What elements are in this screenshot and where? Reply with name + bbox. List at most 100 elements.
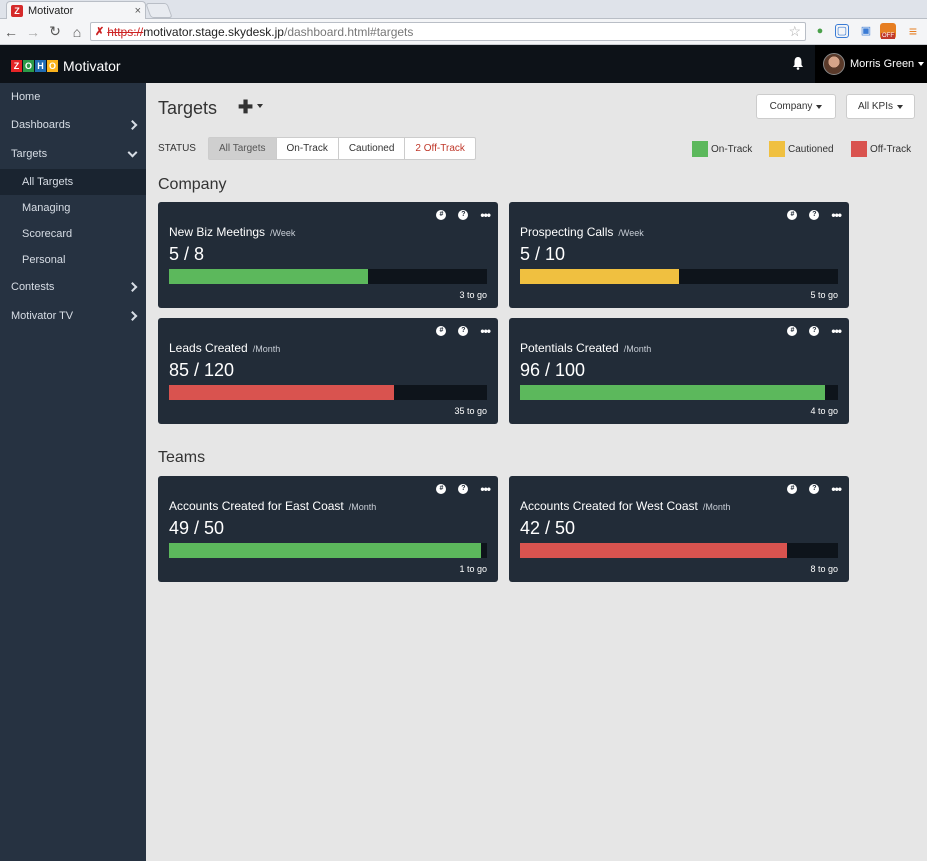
more-options-icon[interactable]: •••	[831, 482, 842, 496]
section-title-company: Company	[158, 176, 227, 193]
sidebar-item-home[interactable]: Home	[0, 83, 146, 111]
zoho-logo-icon: Z O H O	[11, 60, 59, 72]
more-options-icon[interactable]: •••	[831, 208, 842, 222]
company-dropdown-label: Company	[769, 101, 813, 112]
home-icon[interactable]: ⌂	[72, 23, 82, 40]
card-actions: # ? •••	[424, 482, 491, 496]
help-icon[interactable]: ?	[809, 484, 820, 494]
target-card[interactable]: # ? ••• Accounts Created for East Coast /…	[158, 476, 498, 582]
progress-bar-fill	[520, 385, 826, 400]
sidebar-item-label: Targets	[11, 148, 48, 160]
bookmark-star-icon[interactable]: ☆	[788, 23, 801, 39]
progress-bar	[520, 543, 838, 558]
chevron-down-icon	[816, 104, 823, 109]
card-title: Accounts Created for West Coast/Month	[520, 499, 730, 513]
chevron-right-icon	[127, 311, 138, 321]
adblock-extension-icon[interactable]: OFF	[880, 23, 896, 39]
company-dropdown[interactable]: Company	[756, 94, 836, 119]
hash-icon[interactable]: #	[436, 210, 447, 220]
more-options-icon[interactable]: •••	[831, 324, 842, 338]
target-card[interactable]: # ? ••• Potentials Created/Month 96 / 10…	[509, 318, 849, 424]
sidebar-item-contests[interactable]: Contests	[0, 273, 146, 301]
card-value: 49 / 50	[169, 518, 225, 538]
more-options-icon[interactable]: •••	[480, 482, 491, 496]
sidebar-item-managing[interactable]: Managing	[0, 195, 146, 221]
cast-extension-icon[interactable]: ▣	[860, 25, 872, 37]
sidebar-item-scorecard[interactable]: Scorecard	[0, 221, 146, 247]
card-actions: # ? •••	[775, 482, 842, 496]
kpis-dropdown-label: All KPIs	[857, 101, 893, 112]
legend-swatch	[851, 141, 867, 157]
chevron-right-icon	[127, 120, 138, 130]
legend-cautioned: Cautioned	[769, 141, 834, 157]
back-icon[interactable]: ←	[4, 23, 18, 40]
target-card[interactable]: # ? ••• Leads Created/Month 85 / 120 35 …	[158, 318, 498, 424]
zoho-letter: Z	[11, 60, 22, 72]
card-title: Prospecting Calls/Week	[520, 225, 644, 239]
card-actions: # ? •••	[424, 208, 491, 222]
hash-icon[interactable]: #	[436, 484, 447, 494]
sidebar: Home Dashboards Targets All Targets Mana…	[0, 83, 146, 861]
close-icon[interactable]: ×	[134, 4, 141, 17]
sidebar-item-motivator-tv[interactable]: Motivator TV	[0, 301, 146, 331]
kpis-dropdown[interactable]: All KPIs	[846, 94, 915, 119]
app-logo[interactable]: Z O H O Motivator	[11, 58, 121, 74]
target-card[interactable]: # ? ••• New Biz Meetings/Week 5 / 8 3 to…	[158, 202, 498, 308]
chevron-down-icon	[257, 104, 263, 108]
card-value: 5 / 8	[169, 244, 205, 264]
card-title-text: Potentials Created	[520, 341, 619, 355]
filter-on-track[interactable]: On-Track	[277, 138, 339, 159]
more-options-icon[interactable]: •••	[480, 208, 491, 222]
sidebar-item-targets[interactable]: Targets	[0, 139, 146, 169]
sidebar-item-label: Managing	[22, 202, 71, 214]
more-options-icon[interactable]: •••	[480, 324, 491, 338]
forward-icon[interactable]: →	[26, 23, 40, 40]
legend-swatch	[769, 141, 785, 157]
progress-bar-fill	[169, 543, 481, 558]
chevron-down-icon	[918, 62, 925, 66]
filter-off-track[interactable]: 2 Off-Track	[415, 143, 465, 154]
legend-label: Cautioned	[788, 143, 834, 155]
hash-icon[interactable]: #	[787, 210, 798, 220]
bell-icon[interactable]	[792, 56, 804, 70]
reload-icon[interactable]: ↻	[49, 23, 61, 39]
progress-bar	[520, 385, 838, 400]
hash-icon[interactable]: #	[787, 484, 798, 494]
card-value: 42 / 50	[520, 518, 576, 538]
add-target-button[interactable]: ✚	[238, 97, 254, 117]
help-icon[interactable]: ?	[809, 210, 820, 220]
card-period: /Month	[252, 344, 281, 354]
evernote-extension-icon[interactable]: ●	[816, 25, 824, 37]
card-title: Leads Created/Month	[169, 341, 280, 355]
browser-tab[interactable]: Z Motivator ×	[6, 1, 146, 19]
card-period: /Month	[702, 502, 731, 512]
hash-icon[interactable]: #	[436, 326, 447, 336]
screenshot-extension-icon[interactable]: ▢	[835, 24, 849, 38]
legend-off-track: Off-Track	[851, 141, 911, 157]
user-menu[interactable]: Morris Green	[815, 45, 927, 83]
card-title-text: New Biz Meetings	[169, 225, 266, 239]
sidebar-item-personal[interactable]: Personal	[0, 247, 146, 273]
card-value: 5 / 10	[520, 244, 566, 264]
filter-all-targets[interactable]: All Targets	[209, 138, 277, 159]
sidebar-item-label: Dashboards	[11, 119, 71, 131]
help-icon[interactable]: ?	[458, 326, 469, 336]
legend-label: Off-Track	[870, 143, 912, 155]
brand-name: Motivator	[63, 58, 121, 74]
help-icon[interactable]: ?	[458, 484, 469, 494]
help-icon[interactable]: ?	[809, 326, 820, 336]
filter-cautioned[interactable]: Cautioned	[339, 138, 406, 159]
target-card[interactable]: # ? ••• Accounts Created for West Coast /…	[509, 476, 849, 582]
card-remaining: 8 to go	[810, 564, 838, 574]
new-tab-button[interactable]	[145, 3, 173, 18]
help-icon[interactable]: ?	[458, 210, 469, 220]
sidebar-item-dashboards[interactable]: Dashboards	[0, 111, 146, 139]
legend-swatch	[692, 141, 708, 157]
chrome-menu-icon[interactable]: ≡	[908, 23, 918, 39]
sidebar-item-all-targets[interactable]: All Targets	[0, 169, 146, 195]
target-card[interactable]: # ? ••• Prospecting Calls/Week 5 / 10 5 …	[509, 202, 849, 308]
address-bar[interactable]: ✗ https:// motivator.stage.skydesk.jp /d…	[90, 22, 806, 41]
hash-icon[interactable]: #	[787, 326, 798, 336]
sidebar-item-label: Home	[11, 91, 41, 103]
app-header: Z O H O Motivator	[0, 45, 927, 83]
